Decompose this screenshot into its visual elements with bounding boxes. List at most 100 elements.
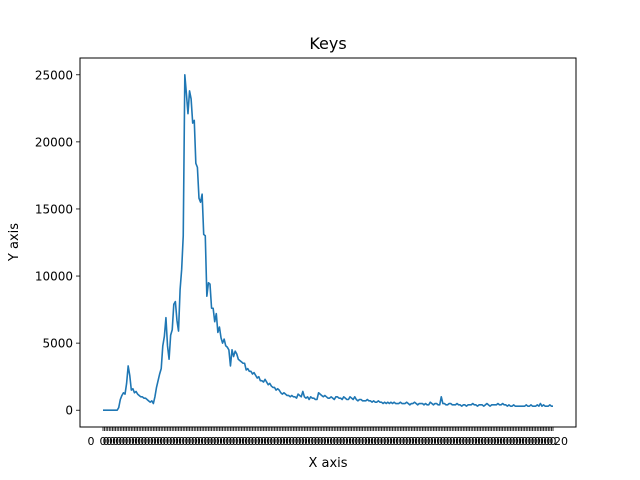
y-tick-label: 15000 bbox=[35, 202, 73, 216]
x-tick-label: 0 bbox=[291, 435, 298, 448]
x-tick-label: 0 bbox=[383, 435, 390, 448]
x-tick-label: 0 bbox=[490, 435, 497, 448]
x-tick-label: 0 bbox=[260, 435, 267, 448]
x-tick-label: 0 bbox=[118, 435, 125, 448]
x-tick-label: 0 bbox=[310, 435, 317, 448]
x-tick-label: 0 bbox=[307, 435, 314, 448]
x-tick-label: 0 bbox=[134, 435, 141, 448]
x-tick-label: 0 bbox=[247, 435, 254, 448]
x-tick-label: 0 bbox=[122, 435, 129, 448]
x-tick-label: 0 bbox=[455, 435, 462, 448]
x-tick-label: 0 bbox=[115, 435, 122, 448]
x-tick-label: 0 bbox=[509, 435, 516, 448]
x-tick-label: 0 bbox=[465, 435, 472, 448]
x-tick-label: 0 bbox=[229, 435, 236, 448]
x-tick-label: 0 bbox=[251, 435, 258, 448]
x-tick-label: 0 bbox=[188, 435, 195, 448]
x-tick-label: 0 bbox=[282, 435, 289, 448]
x-tick-label: 0 bbox=[244, 435, 251, 448]
x-tick-label: 0 bbox=[279, 435, 286, 448]
x-tick-label: 0 bbox=[131, 435, 138, 448]
x-axis-ticks: 0000000000000000000000000000000000000000… bbox=[88, 427, 568, 448]
x-tick-label: 0 bbox=[206, 435, 213, 448]
x-tick-label: 0 bbox=[106, 435, 113, 448]
x-tick-label: 0 bbox=[531, 435, 538, 448]
x-tick-label: 0 bbox=[405, 435, 412, 448]
x-tick-label: 0 bbox=[389, 435, 396, 448]
x-tick-label: 0 bbox=[443, 435, 450, 448]
x-tick-label: 0 bbox=[323, 435, 330, 448]
x-tick-label: 0 bbox=[200, 435, 207, 448]
chart-title: Keys bbox=[309, 34, 346, 53]
x-tick-label: 0 bbox=[159, 435, 166, 448]
x-tick-label: 0 bbox=[417, 435, 424, 448]
x-tick-label: 0 bbox=[304, 435, 311, 448]
x-tick-label: 0 bbox=[276, 435, 283, 448]
x-tick-label: 0 bbox=[269, 435, 276, 448]
x-tick-label: 0 bbox=[439, 435, 446, 448]
x-tick-label: 0 bbox=[156, 435, 163, 448]
x-axis-label: X axis bbox=[308, 456, 347, 471]
x-tick-label: 0 bbox=[194, 435, 201, 448]
x-tick-label: 0 bbox=[263, 435, 270, 448]
x-tick-label: 0 bbox=[487, 435, 494, 448]
x-tick-label: 0 bbox=[546, 435, 553, 448]
x-tick-label: 0 bbox=[420, 435, 427, 448]
x-tick-label: 0 bbox=[295, 435, 302, 448]
x-tick-label: 0 bbox=[137, 435, 144, 448]
x-tick-label: 0 bbox=[505, 435, 512, 448]
x-tick-label-last: 20 bbox=[554, 435, 568, 448]
x-tick-label: 0 bbox=[285, 435, 292, 448]
x-tick-label: 0 bbox=[172, 435, 179, 448]
y-axis-label: Y axis bbox=[7, 223, 22, 262]
x-tick-label: 0 bbox=[345, 435, 352, 448]
x-tick-label: 0 bbox=[493, 435, 500, 448]
x-tick-label: 0 bbox=[392, 435, 399, 448]
series-line bbox=[103, 73, 553, 412]
x-tick-label: 0 bbox=[329, 435, 336, 448]
x-tick-label: 0 bbox=[550, 435, 557, 448]
x-tick-label: 0 bbox=[395, 435, 402, 448]
x-tick-label: 0 bbox=[398, 435, 405, 448]
x-tick-label: 0 bbox=[332, 435, 339, 448]
x-tick-label: 0 bbox=[222, 435, 229, 448]
y-tick-label: 5000 bbox=[42, 337, 73, 351]
x-tick-label: 0 bbox=[386, 435, 393, 448]
x-tick-label: 0 bbox=[471, 435, 478, 448]
x-tick-label: 0 bbox=[288, 435, 295, 448]
x-tick-label: 0 bbox=[499, 435, 506, 448]
x-tick-label: 0 bbox=[225, 435, 232, 448]
x-tick-label: 0 bbox=[326, 435, 333, 448]
x-tick-label: 0 bbox=[402, 435, 409, 448]
x-tick-label: 0 bbox=[474, 435, 481, 448]
x-tick-label: 0 bbox=[191, 435, 198, 448]
x-tick-label: 0 bbox=[427, 435, 434, 448]
x-tick-label: 0 bbox=[483, 435, 490, 448]
x-tick-label: 0 bbox=[254, 435, 261, 448]
x-tick-label: 0 bbox=[257, 435, 264, 448]
x-tick-label: 0 bbox=[430, 435, 437, 448]
x-tick-label: 0 bbox=[367, 435, 374, 448]
x-tick-label: 0 bbox=[433, 435, 440, 448]
x-tick-label: 0 bbox=[373, 435, 380, 448]
y-tick-label: 10000 bbox=[35, 270, 73, 284]
x-tick-label: 0 bbox=[540, 435, 547, 448]
x-tick-label: 0 bbox=[452, 435, 459, 448]
x-tick-label: 0 bbox=[512, 435, 519, 448]
x-tick-label: 0 bbox=[339, 435, 346, 448]
x-tick-label: 0 bbox=[458, 435, 465, 448]
x-tick-label: 0 bbox=[298, 435, 305, 448]
x-tick-label: 0 bbox=[446, 435, 453, 448]
x-tick-label: 0 bbox=[175, 435, 182, 448]
y-tick-label: 20000 bbox=[35, 135, 73, 149]
y-axis-ticks: 0 5000 10000 15000 20000 25000 bbox=[35, 68, 80, 418]
x-tick-label-first: 0 bbox=[88, 435, 95, 448]
x-tick-label: 0 bbox=[342, 435, 349, 448]
x-tick-label: 0 bbox=[313, 435, 320, 448]
x-tick-label: 0 bbox=[515, 435, 522, 448]
x-tick-label: 0 bbox=[408, 435, 415, 448]
x-tick-label: 0 bbox=[336, 435, 343, 448]
x-tick-label: 0 bbox=[380, 435, 387, 448]
x-tick-label: 0 bbox=[496, 435, 503, 448]
